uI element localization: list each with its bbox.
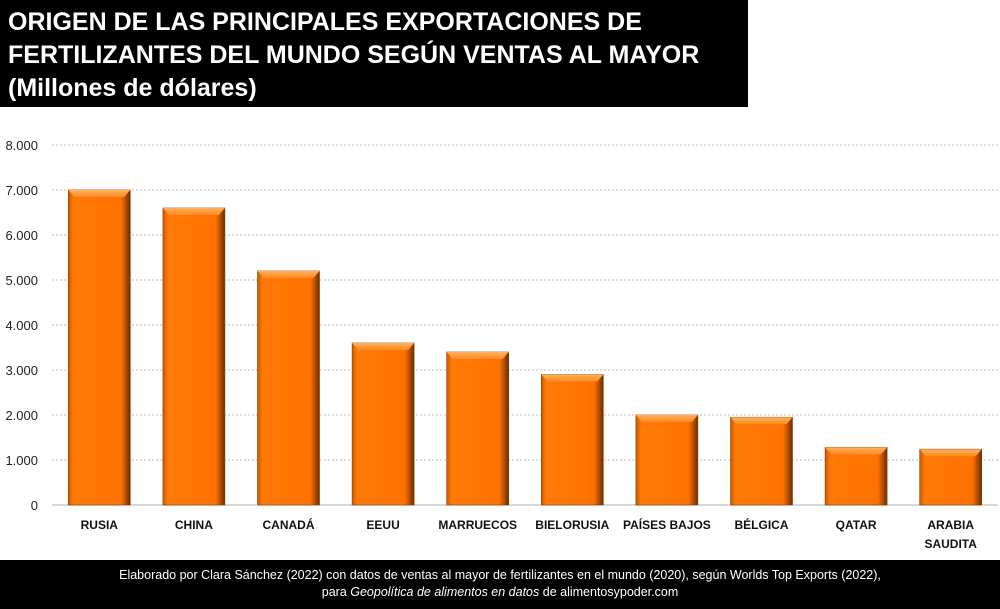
bar xyxy=(540,374,604,506)
x-category-label: PAÍSES BAJOS xyxy=(623,517,711,532)
bar xyxy=(824,447,888,506)
bar xyxy=(68,189,131,506)
y-tick-label: 3.000 xyxy=(5,363,38,378)
y-tick-label: 4.000 xyxy=(5,318,38,333)
footer-text: para xyxy=(321,585,351,599)
x-category-label: MARRUECOS xyxy=(438,518,517,532)
x-category-label: CHINA xyxy=(175,518,213,532)
footer-text: de alimentosypoder.com xyxy=(539,585,679,599)
x-category-label: SAUDITA xyxy=(924,537,977,551)
footer-line-1: Elaborado por Clara Sánchez (2022) con d… xyxy=(119,568,881,582)
bar xyxy=(446,351,510,506)
bar-bevel xyxy=(446,352,509,359)
bar xyxy=(257,270,320,506)
bar xyxy=(919,448,983,506)
bar-bevel xyxy=(919,449,982,457)
bar-bevel xyxy=(730,417,793,425)
footer-line-2: para Geopolítica de alimentos en datos d… xyxy=(0,584,1000,601)
bar xyxy=(635,414,699,506)
x-category-label: CANADÁ xyxy=(263,517,315,532)
y-tick-label: 2.000 xyxy=(5,408,38,423)
title-line: (Millones de dólares) xyxy=(8,74,257,102)
bar-chart: 0 1.000 2.000 3.000 4.000 5.000 6.000 7.000 8.00… xyxy=(5,138,998,551)
source-footer: Elaborado por Clara Sánchez (2022) con d… xyxy=(0,560,1000,609)
x-category-label: BÉLGICA xyxy=(735,517,789,532)
x-category-label: RUSIA xyxy=(81,518,119,532)
chart-title: ORIGEN DE LAS PRINCIPALES EXPORTACIONES … xyxy=(0,0,748,107)
bar xyxy=(730,416,793,506)
bar-bevel xyxy=(541,374,604,382)
bar xyxy=(351,342,415,506)
bar-bevel xyxy=(825,447,888,455)
x-category-label: ARABIA xyxy=(927,518,974,532)
bar-bevel xyxy=(635,415,698,422)
y-tick-label: 1.000 xyxy=(5,453,38,468)
y-tick-label: 0 xyxy=(31,498,38,513)
bar-bevel xyxy=(162,208,225,215)
y-tick-label: 6.000 xyxy=(5,228,38,243)
y-tick-label: 7.000 xyxy=(5,183,38,198)
title-line: ORIGEN DE LAS PRINCIPALES EXPORTACIONES … xyxy=(8,8,642,36)
x-category-label: QATAR xyxy=(836,518,877,532)
y-tick-label: 5.000 xyxy=(5,273,38,288)
x-category-label: BIELORUSIA xyxy=(535,518,609,532)
bar xyxy=(162,207,226,506)
bar-bevel xyxy=(68,190,131,197)
bar-bevel xyxy=(352,343,415,350)
y-tick-label: 8.000 xyxy=(5,138,38,153)
bar-bevel xyxy=(257,271,320,278)
x-category-label: EEUU xyxy=(366,518,399,532)
title-line: FERTILIZANTES DEL MUNDO SEGÚN VENTAS AL … xyxy=(8,41,700,69)
footer-publication: Geopolítica de alimentos en datos xyxy=(350,585,540,599)
